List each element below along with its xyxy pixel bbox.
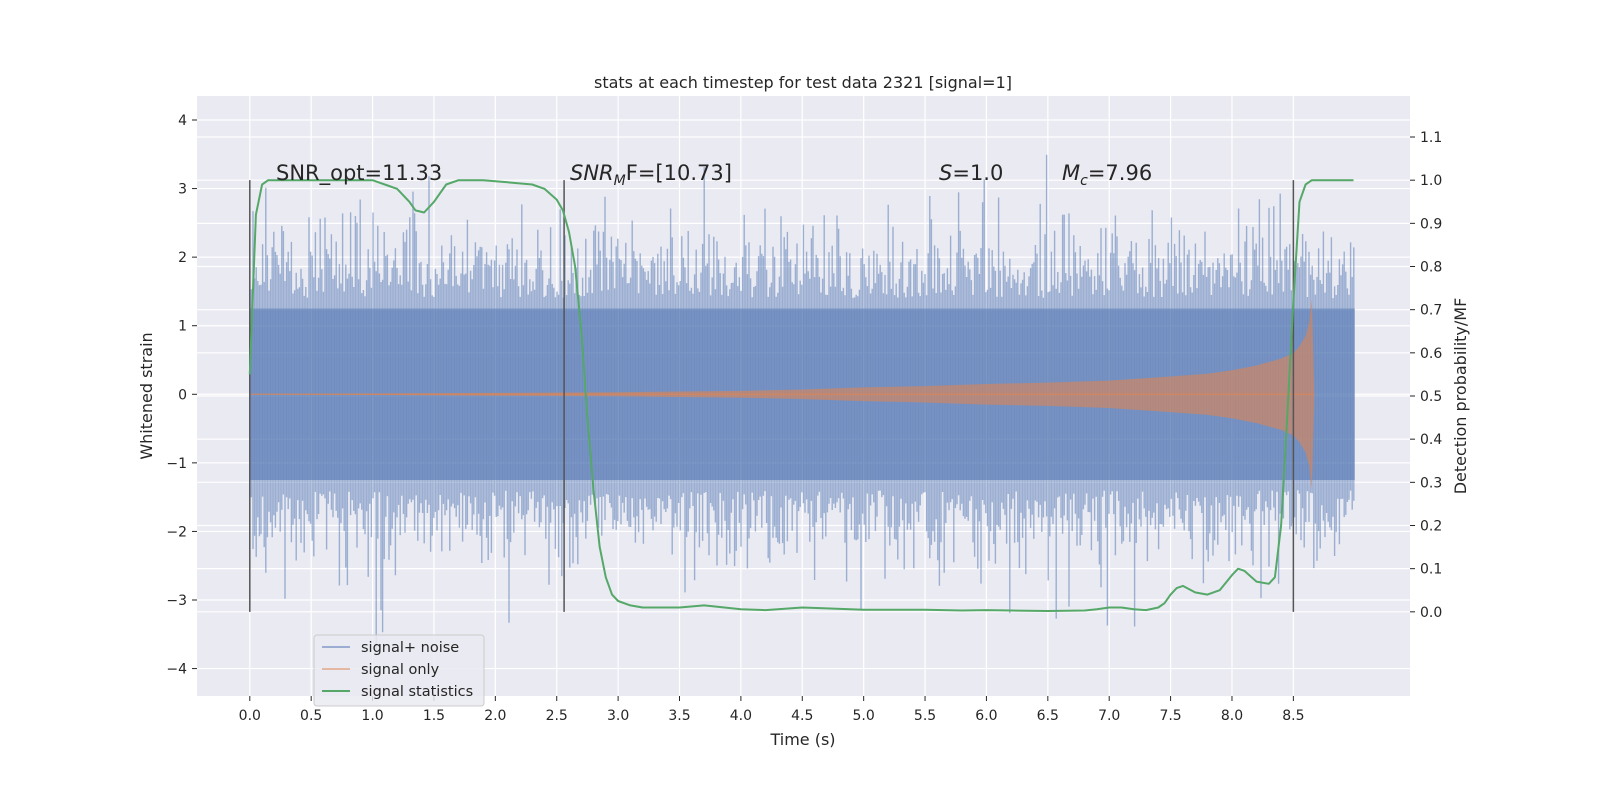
y-right-tick-label-4: 0.7 bbox=[1420, 303, 1442, 319]
y-left-tick-label-6: −2 bbox=[166, 524, 187, 540]
y-right-tick-label-6: 0.5 bbox=[1420, 389, 1442, 405]
annotation-snr-mf: SNRMF=[10.73] bbox=[570, 161, 732, 189]
y-right-tick-label-2: 0.9 bbox=[1420, 216, 1442, 232]
annotation-snr-mf-rest: F=[10.73] bbox=[626, 161, 732, 185]
y-left-tick-label-1: 3 bbox=[178, 182, 187, 198]
y-left-axis-label: Whitened strain bbox=[137, 332, 156, 459]
y-right-axis-ticks: 1.1 1.0 0.9 0.8 0.7 0.6 0.5 0.4 0.3 0.2 0.1 0.0 bbox=[1410, 130, 1442, 621]
legend-label-signal-statistics: signal statistics bbox=[361, 684, 473, 700]
x-tick-label-9: 4.5 bbox=[791, 708, 813, 724]
x-tick-label-0: 0.0 bbox=[239, 708, 261, 724]
annotation-mc-rest: =7.96 bbox=[1088, 161, 1152, 185]
x-axis-ticks: 0.0 0.5 1.0 1.5 2.0 2.5 3.0 3.5 4.0 4.5 5.0 5.5 6.0 6… bbox=[239, 696, 1304, 724]
y-left-tick-label-4: 0 bbox=[178, 387, 187, 403]
annotation-s-main: S bbox=[939, 161, 952, 185]
annotation-snr-mf-sub: M bbox=[614, 173, 626, 189]
x-tick-label-11: 5.5 bbox=[914, 708, 936, 724]
signal-statistics-line bbox=[248, 179, 1354, 612]
y-right-tick-label-5: 0.6 bbox=[1420, 346, 1442, 362]
x-tick-label-4: 2.0 bbox=[484, 708, 506, 724]
x-tick-label-5: 2.5 bbox=[546, 708, 568, 724]
annotation-mc: Mc=7.96 bbox=[1062, 161, 1152, 189]
legend: signal+ noise signal only signal statist… bbox=[313, 634, 485, 707]
annotation-mc-main: M bbox=[1062, 161, 1080, 185]
legend-box bbox=[313, 634, 485, 707]
x-tick-label-2: 1.0 bbox=[361, 708, 383, 724]
annotation-snr-mf-main: SNR bbox=[570, 161, 614, 185]
y-left-tick-label-2: 2 bbox=[178, 250, 187, 266]
x-tick-label-3: 1.5 bbox=[423, 708, 445, 724]
y-right-axis-label: Detection probability/MF bbox=[1451, 298, 1470, 495]
x-tick-label-1: 0.5 bbox=[300, 708, 322, 724]
y-left-tick-label-8: −4 bbox=[166, 662, 187, 678]
y-right-tick-label-3: 0.8 bbox=[1420, 260, 1442, 276]
y-right-tick-label-7: 0.4 bbox=[1420, 432, 1442, 448]
annotation-s-rest: =1.0 bbox=[952, 161, 1003, 185]
annotation-s: S=1.0 bbox=[939, 161, 1003, 185]
annotation-mc-sub: c bbox=[1080, 173, 1088, 189]
x-tick-label-10: 5.0 bbox=[853, 708, 875, 724]
y-right-tick-label-11: 0.0 bbox=[1420, 605, 1442, 621]
y-right-tick-label-1: 1.0 bbox=[1420, 173, 1442, 189]
y-right-tick-label-0: 1.1 bbox=[1420, 130, 1442, 146]
y-left-tick-label-7: −3 bbox=[166, 593, 187, 609]
x-tick-label-14: 7.0 bbox=[1098, 708, 1120, 724]
legend-label-signal-noise: signal+ noise bbox=[361, 640, 459, 656]
marker-lines bbox=[249, 180, 1295, 612]
y-right-tick-label-9: 0.2 bbox=[1420, 518, 1442, 534]
y-left-tick-label-3: 1 bbox=[178, 319, 187, 335]
x-tick-label-13: 6.5 bbox=[1037, 708, 1059, 724]
annotation-snr-opt: SNR_opt=11.33 bbox=[276, 161, 442, 186]
y-right-tick-label-10: 0.1 bbox=[1420, 562, 1442, 578]
annotations: SNR_opt=11.33 SNRMF=[10.73] S=1.0 Mc=7.9… bbox=[276, 161, 1152, 189]
y-left-tick-label-5: −1 bbox=[166, 456, 187, 472]
signal-only-series bbox=[249, 298, 1315, 491]
x-tick-label-8: 4.0 bbox=[730, 708, 752, 724]
legend-label-signal-only: signal only bbox=[361, 662, 440, 678]
x-tick-label-17: 8.5 bbox=[1282, 708, 1304, 724]
chart-title: stats at each timestep for test data 232… bbox=[594, 73, 1012, 92]
x-tick-label-15: 7.5 bbox=[1159, 708, 1181, 724]
x-tick-label-12: 6.0 bbox=[975, 708, 997, 724]
y-right-tick-label-8: 0.3 bbox=[1420, 475, 1442, 491]
y-left-tick-label-0: 4 bbox=[178, 113, 187, 129]
x-tick-label-7: 3.5 bbox=[668, 708, 690, 724]
x-tick-label-16: 8.0 bbox=[1221, 708, 1243, 724]
signal-statistics-series bbox=[248, 179, 1354, 612]
y-left-axis-ticks: 4 3 2 1 0 −1 −2 −3 −4 bbox=[166, 113, 197, 678]
x-axis-label: Time (s) bbox=[769, 730, 835, 749]
x-tick-label-6: 3.0 bbox=[607, 708, 629, 724]
